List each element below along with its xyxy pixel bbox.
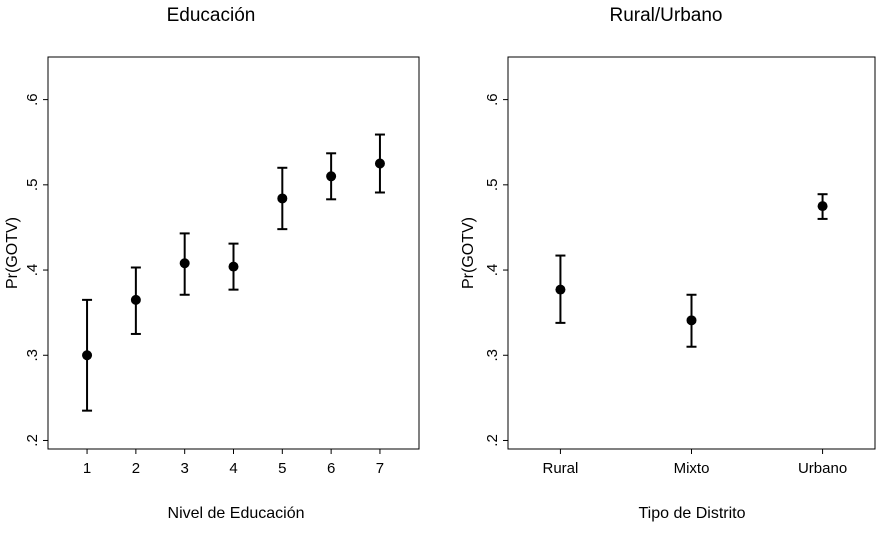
education-y-tick-label: .4: [24, 264, 41, 277]
education-y-tick-label: .3: [24, 349, 41, 362]
education-estimate-6: [326, 152, 337, 201]
education-y-tick-label: .2: [24, 434, 41, 447]
education-y-axis-label: Pr(GOTV): [4, 217, 21, 289]
district-y-tick-label: .6: [484, 93, 501, 106]
education-estimate-5: [277, 166, 288, 231]
district-x-tick-label: Rural: [542, 460, 578, 477]
district-data-marks: [555, 193, 828, 348]
district-x-axis-label: Tipo de Distrito: [639, 505, 746, 522]
district-x-tick-label: Urbano: [798, 460, 847, 477]
education-x-tick-label: 1: [83, 460, 91, 477]
education-y-tick-label: .6: [24, 93, 41, 106]
education-data-marks: [82, 133, 385, 412]
district-estimate-Mixto: [686, 293, 697, 348]
district-estimate-Rural: [555, 254, 566, 324]
district-panel: Rural/Urbano Pr(GOTV) Tipo de Distrito .…: [460, 5, 876, 522]
district-y-tick-label: .3: [484, 349, 501, 362]
education-panel-title: Educación: [167, 5, 256, 26]
education-x-tick-label: 6: [327, 460, 335, 477]
point-estimate: [374, 158, 385, 169]
district-x-ticks: Rural Mixto Urbano: [542, 449, 847, 477]
education-estimate-7: [374, 133, 385, 194]
point-estimate: [228, 261, 239, 272]
point-estimate: [179, 258, 190, 269]
district-estimate-Urbano: [817, 193, 828, 220]
point-estimate: [326, 171, 337, 182]
education-x-tick-label: 5: [278, 460, 286, 477]
education-y-tick-label: .5: [24, 179, 41, 192]
point-estimate: [130, 294, 141, 305]
point-estimate: [817, 201, 828, 212]
district-panel-title: Rural/Urbano: [610, 5, 723, 26]
point-estimate: [82, 350, 93, 361]
education-x-ticks: 1 2 3 4 5 6 7: [83, 449, 384, 477]
district-y-ticks: .2 .3 .4 .5 .6: [484, 93, 508, 447]
education-estimate-4: [228, 242, 239, 291]
education-estimate-3: [179, 232, 190, 296]
education-x-tick-label: 2: [132, 460, 140, 477]
education-x-tick-label: 3: [181, 460, 189, 477]
district-y-tick-label: .5: [484, 179, 501, 192]
point-estimate: [555, 284, 566, 295]
education-estimate-2: [130, 266, 141, 335]
education-panel: Educación Pr(GOTV) Nivel de Educación .2…: [4, 5, 420, 522]
education-x-tick-label: 7: [376, 460, 384, 477]
point-estimate: [277, 193, 288, 204]
education-x-tick-label: 4: [229, 460, 237, 477]
district-y-tick-label: .2: [484, 434, 501, 447]
district-y-axis-label: Pr(GOTV): [460, 217, 477, 289]
education-y-ticks: .2 .3 .4 .5 .6: [24, 93, 48, 447]
district-plot-frame: [507, 56, 876, 450]
education-estimate-1: [82, 298, 93, 412]
point-estimate: [686, 315, 697, 326]
education-x-axis-label: Nivel de Educación: [168, 505, 305, 522]
district-y-tick-label: .4: [484, 264, 501, 277]
district-x-tick-label: Mixto: [674, 460, 710, 477]
